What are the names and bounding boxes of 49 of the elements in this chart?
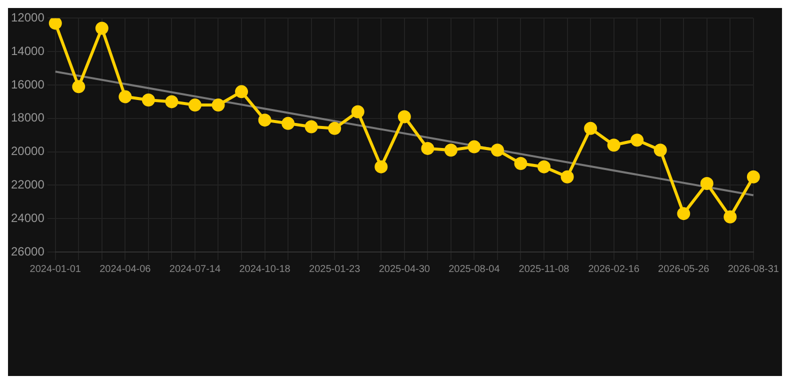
x-tick-label: 2026-05-26: [658, 264, 710, 275]
point: [142, 94, 155, 107]
point: [72, 80, 86, 94]
point: [607, 138, 620, 152]
point: [235, 85, 248, 98]
x-tick-label: 2025-04-30: [378, 264, 430, 275]
point: [95, 22, 108, 35]
x-tick-label: 2025-08-04: [448, 264, 500, 275]
y-tick-label: 22000: [10, 178, 45, 192]
point: [421, 142, 434, 155]
point: [188, 98, 202, 112]
y-tick-label: 26000: [10, 244, 45, 258]
point: [258, 114, 272, 127]
x-tick-label: 2026-02-16: [588, 264, 640, 275]
x-tick-label: 2025-01-23: [309, 264, 361, 275]
x-tick-label: 2024-01-01: [30, 264, 82, 275]
point: [584, 122, 598, 135]
y-tick-label: 16000: [10, 77, 45, 92]
y-tick-label: 18000: [10, 110, 45, 125]
x-tick-label: 2025-11-08: [518, 264, 570, 275]
point: [724, 210, 737, 224]
y-tick-label: 20000: [10, 144, 45, 158]
x-tick-label: 2026-08-31: [728, 264, 780, 275]
x-tick-label: 2024-10-18: [239, 264, 291, 275]
point: [468, 140, 481, 154]
point: [304, 120, 318, 134]
point: [654, 144, 667, 157]
point: [538, 160, 551, 174]
point: [282, 116, 295, 130]
point: [560, 170, 574, 184]
point: [746, 170, 760, 184]
x-tick-label: 2024-04-06: [100, 264, 152, 275]
point: [374, 160, 388, 174]
y-tick-label: 24000: [10, 210, 45, 225]
point: [212, 98, 225, 112]
point: [490, 144, 504, 157]
x-tick-label: 2024-07-14: [169, 264, 221, 275]
point: [165, 95, 178, 108]
point: [700, 177, 714, 190]
point: [444, 144, 458, 157]
y-tick-label: 12000: [10, 10, 45, 25]
point: [514, 156, 528, 170]
point: [118, 90, 132, 104]
point: [677, 207, 690, 220]
point: [398, 110, 411, 124]
point: [351, 105, 364, 118]
y-tick-label: 14000: [10, 44, 45, 58]
point: [630, 134, 644, 147]
point: [328, 122, 342, 135]
